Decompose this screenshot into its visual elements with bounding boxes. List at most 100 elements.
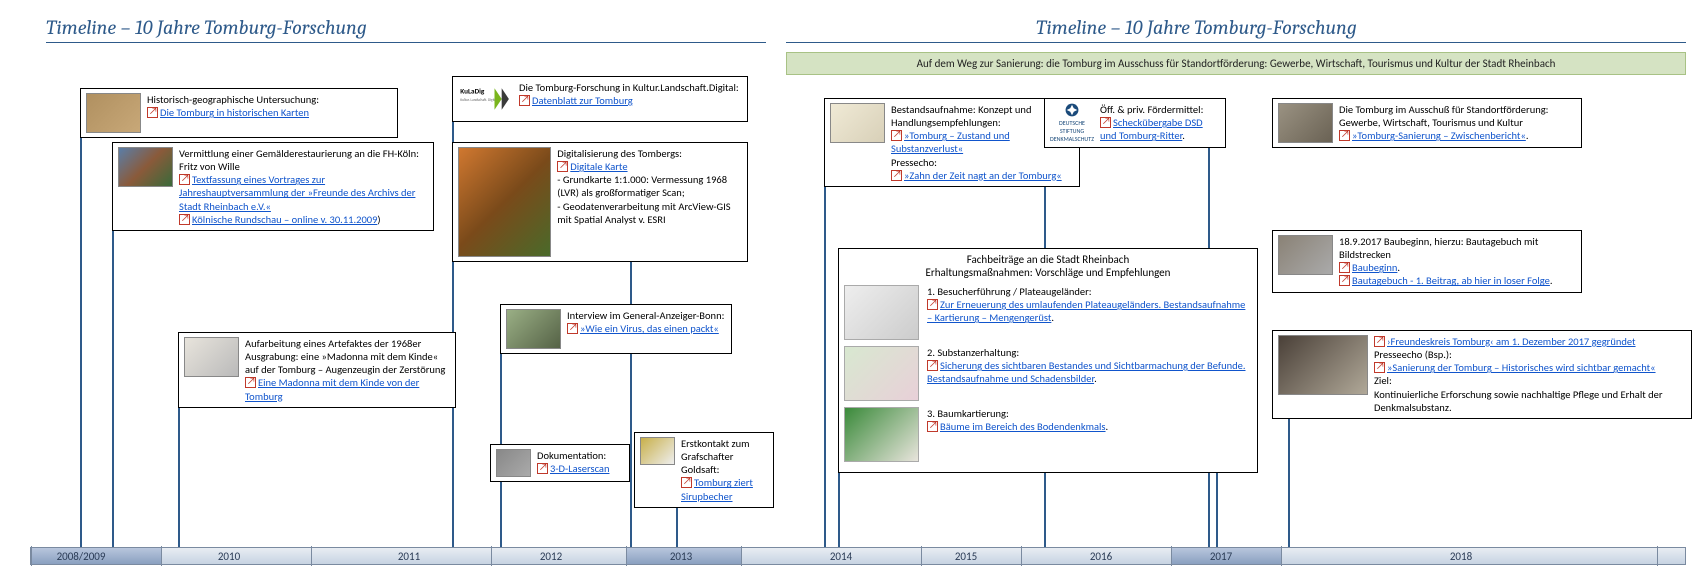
year-label: 2014 (830, 550, 852, 563)
timeline-card: Erstkontakt zum Grafschafter Goldsaft:To… (634, 432, 774, 508)
external-link[interactable]: ›Freundeskreis Tomburg‹ am 1. Dezember 2… (1387, 335, 1636, 348)
timeline-card: 18.9.2017 Baubeginn, hierzu: Bautagebuch… (1272, 230, 1582, 293)
year-label: 2017 (1210, 550, 1232, 563)
external-link-icon (557, 161, 568, 172)
thumb-image (1278, 103, 1333, 143)
svg-text:Kultur. Landschaft. Digital.: Kultur. Landschaft. Digital. (460, 98, 498, 102)
thumb-image (118, 147, 173, 187)
external-link[interactable]: Die Tomburg in historischen Karten (160, 106, 309, 119)
card-body: Vermittlung einer Gemälderestaurierung a… (179, 147, 428, 226)
external-link[interactable]: Baubeginn (1352, 261, 1397, 274)
year-label: 2013 (670, 550, 692, 563)
external-link-icon (927, 360, 938, 371)
external-link-icon (519, 95, 530, 106)
external-link[interactable]: »Tomburg – Zustand und Substanzverlust« (891, 129, 1010, 155)
svg-text:KuLaDig: KuLaDig (460, 87, 485, 96)
external-link-icon (537, 463, 548, 474)
external-link-icon (1374, 336, 1385, 347)
external-link[interactable]: Sicherung des sichtbaren Bestandes und S… (927, 359, 1246, 385)
external-link[interactable]: Textfassung eines Vortrages zur Jahresha… (179, 173, 415, 212)
timeline-axis: 2008/2009 2010 2011 2012 2013 2014 2015 2016 201… (30, 547, 1686, 565)
external-link[interactable]: Digitale Karte (570, 160, 627, 173)
year-label: 2011 (398, 550, 420, 563)
timeline-card: Interview im General-Anzeiger-Bonn:»Wie … (500, 304, 732, 354)
card-body: Aufarbeitung eines Artefaktes der 1968er… (245, 337, 450, 403)
card-body: ›Freundeskreis Tomburg‹ am 1. Dezember 2… (1374, 335, 1686, 414)
external-link-icon (1339, 130, 1350, 141)
year-label: 2016 (1090, 550, 1112, 563)
card-body: Digitalisierung des Tombergs:Digitale Ka… (557, 147, 742, 257)
thumb-map (844, 346, 919, 401)
card-body: Dokumentation:3-D-Laserscan (537, 449, 609, 477)
timeline-card: Die Tomburg im Ausschuß für Standortförd… (1272, 98, 1582, 148)
thumb-image (1278, 235, 1333, 275)
card-body: Öff. & priv. Fördermittel:Scheckübergabe… (1100, 103, 1220, 143)
thumb-image (86, 93, 141, 133)
external-link[interactable]: »Sanierung der Tomburg – Historisches wi… (1387, 361, 1656, 374)
title-right-underline (786, 42, 1686, 43)
year-label: 2018 (1450, 550, 1472, 563)
timeline-card: Digitalisierung des Tombergs:Digitale Ka… (452, 142, 748, 262)
external-link-icon (245, 377, 256, 388)
external-link-icon (681, 477, 692, 488)
timeline-card: ›Freundeskreis Tomburg‹ am 1. Dezember 2… (1272, 330, 1692, 419)
timeline-card: Dokumentation:3-D-Laserscan (490, 444, 630, 482)
card-body: Historisch-geographische Untersuchung:Di… (147, 93, 319, 133)
external-link[interactable]: Datenblatt zur Tomburg (532, 94, 633, 107)
external-link[interactable]: 3-D-Laserscan (550, 462, 609, 475)
external-link[interactable]: Eine Madonna mit dem Kinde von der Tombu… (245, 376, 419, 402)
external-link-icon (147, 107, 158, 118)
timeline-card: DEUTSCHE STIFTUNGDENKMALSCHUTZÖff. & pri… (1044, 98, 1226, 148)
thumb-map (844, 407, 919, 462)
thumb-image (496, 449, 531, 477)
thumb-image (184, 337, 239, 377)
external-link-icon (891, 130, 902, 141)
external-link-icon (179, 174, 190, 185)
timeline-card: Fachbeiträge an die Stadt RheinbachErhal… (838, 248, 1258, 473)
title-left: Timeline – 10 Jahre Tomburg-Forschung (46, 16, 367, 39)
banner-sanierung: Auf dem Weg zur Sanierung: die Tomburg i… (786, 52, 1686, 75)
external-link-icon (1100, 117, 1111, 128)
external-link-icon (567, 323, 578, 334)
external-link[interactable]: Bäume im Bereich des Bodendenkmals (940, 420, 1106, 433)
thumb-map (844, 285, 919, 340)
external-link[interactable]: Zur Erneuerung des umlaufenden Plateauge… (927, 298, 1245, 324)
timeline-card: Bestandsaufnahme: Konzept und Handlungse… (824, 98, 1080, 187)
external-link[interactable]: »Wie ein Virus, das einen packt« (580, 322, 719, 335)
card-body: Erstkontakt zum Grafschafter Goldsaft:To… (681, 437, 768, 503)
card-body: Interview im General-Anzeiger-Bonn:»Wie … (567, 309, 724, 349)
timeline-card: Vermittlung einer Gemälderestaurierung a… (112, 142, 434, 231)
logo-kuladig: KuLaDig Kultur. Landschaft. Digital. (458, 81, 513, 117)
timeline-stem (80, 117, 82, 547)
thumb-image (1278, 335, 1368, 395)
thumb-image (640, 437, 675, 465)
year-label: 2010 (218, 550, 240, 563)
external-link-icon (179, 214, 190, 225)
card-body: Die Tomburg im Ausschuß für Standortförd… (1339, 103, 1576, 143)
year-label: 2008/2009 (57, 550, 106, 563)
external-link[interactable]: Scheckübergabe DSD und Tomburg-Ritter (1100, 116, 1203, 142)
external-link-icon (927, 299, 938, 310)
card-body: Die Tomburg-Forschung in Kultur.Landscha… (519, 81, 739, 117)
title-right: Timeline – 10 Jahre Tomburg-Forschung (1036, 16, 1357, 39)
thumb-image (458, 147, 551, 257)
timeline-card: KuLaDig Kultur. Landschaft. Digital. Die T… (452, 76, 748, 122)
external-link-icon (1339, 275, 1350, 286)
external-link-icon (891, 170, 902, 181)
external-link[interactable]: Kölnische Rundschau – online v. 30.11.20… (192, 213, 377, 226)
external-link-icon (927, 421, 938, 432)
thumb-image (506, 309, 561, 349)
year-label: 2015 (955, 550, 977, 563)
title-left-underline (46, 42, 766, 43)
thumb-image (830, 103, 885, 143)
year-label: 2012 (540, 550, 562, 563)
logo-dsd: DEUTSCHE STIFTUNGDENKMALSCHUTZ (1050, 103, 1094, 143)
external-link[interactable]: »Zahn der Zeit nagt an der Tomburg« (904, 169, 1062, 182)
card-body: 18.9.2017 Baubeginn, hierzu: Bautagebuch… (1339, 235, 1576, 288)
external-link[interactable]: Bautagebuch - 1. Beitrag, ab hier in los… (1352, 274, 1550, 287)
timeline-card: Aufarbeitung eines Artefaktes der 1968er… (178, 332, 456, 408)
timeline-card: Historisch-geographische Untersuchung:Di… (80, 88, 398, 138)
timeline-page: Timeline – 10 Jahre Tomburg-Forschung Ti… (0, 0, 1702, 581)
external-link[interactable]: »Tomburg-Sanierung – Zwischenbericht« (1352, 129, 1526, 142)
external-link-icon (1374, 362, 1385, 373)
